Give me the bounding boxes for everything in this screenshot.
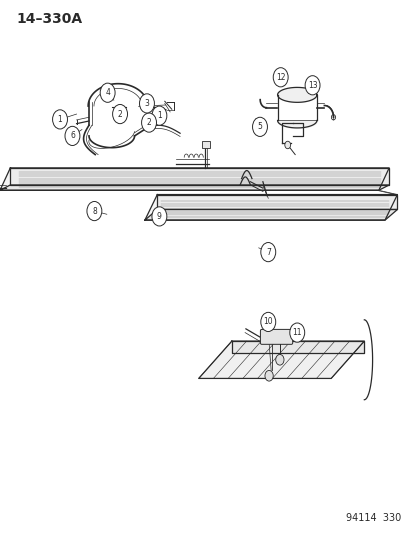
Circle shape (152, 106, 166, 125)
Text: 13: 13 (307, 81, 317, 90)
Circle shape (112, 104, 127, 124)
Text: 8: 8 (92, 207, 97, 215)
Circle shape (260, 243, 275, 262)
Text: 12: 12 (275, 73, 285, 82)
Text: 10: 10 (263, 318, 273, 326)
Circle shape (87, 201, 102, 221)
Text: 5: 5 (257, 123, 262, 131)
Text: 9: 9 (157, 212, 161, 221)
Circle shape (273, 68, 287, 87)
Polygon shape (231, 341, 363, 353)
Polygon shape (277, 87, 316, 102)
Circle shape (65, 126, 80, 146)
Polygon shape (0, 168, 388, 190)
Circle shape (260, 312, 275, 332)
Text: 1: 1 (57, 115, 62, 124)
Bar (201, 141, 209, 148)
Text: 7: 7 (265, 248, 270, 256)
Text: 94114  330: 94114 330 (346, 513, 401, 523)
FancyBboxPatch shape (260, 329, 292, 344)
Circle shape (304, 76, 319, 95)
Polygon shape (157, 195, 396, 209)
Text: 11: 11 (292, 328, 301, 337)
Polygon shape (10, 168, 388, 185)
Text: 14–330A: 14–330A (17, 12, 83, 26)
Circle shape (284, 141, 290, 149)
Circle shape (252, 117, 267, 136)
Text: 4: 4 (105, 88, 110, 97)
Text: 2: 2 (117, 110, 122, 118)
Circle shape (100, 83, 115, 102)
Polygon shape (145, 195, 396, 220)
Circle shape (141, 113, 156, 132)
Polygon shape (198, 341, 363, 378)
Circle shape (275, 354, 283, 365)
Circle shape (152, 207, 166, 226)
Circle shape (264, 370, 273, 381)
Circle shape (139, 94, 154, 113)
Text: 2: 2 (146, 118, 151, 127)
Text: 1: 1 (157, 111, 161, 120)
Text: 3: 3 (144, 99, 149, 108)
Text: 6: 6 (70, 132, 75, 140)
Circle shape (289, 323, 304, 342)
Polygon shape (0, 185, 388, 190)
Circle shape (52, 110, 67, 129)
Polygon shape (145, 209, 396, 220)
